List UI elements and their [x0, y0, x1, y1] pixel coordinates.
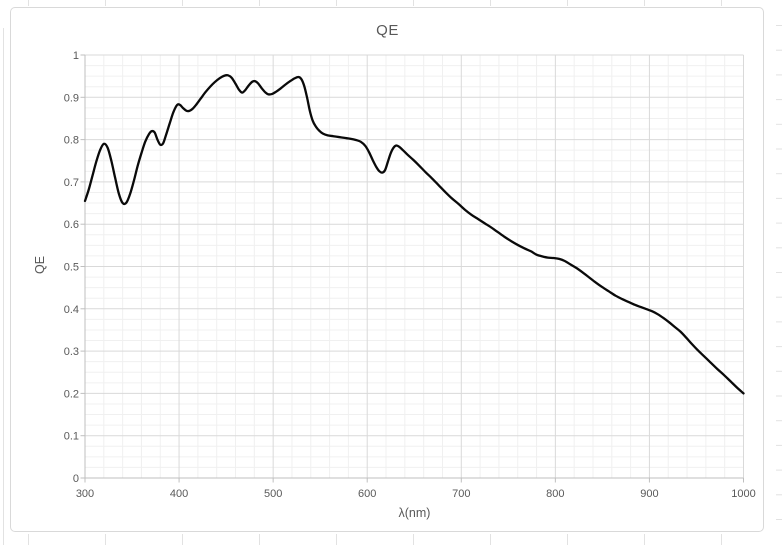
qe-series-line [83, 73, 745, 395]
x-tick-label: 500 [264, 488, 282, 500]
x-tick-label: 400 [170, 488, 188, 500]
x-tick-label: 300 [76, 488, 94, 500]
x-tick-label: 800 [546, 488, 564, 500]
y-tick-label: 0.4 [64, 304, 79, 316]
y-tick-label: 0.9 [64, 92, 79, 104]
chart-title: QE [376, 22, 399, 39]
x-tick-label: 900 [640, 488, 658, 500]
y-tick-label: 0.3 [64, 346, 79, 358]
y-tick-label: 0.5 [64, 262, 79, 274]
y-tick-label: 0.2 [64, 388, 79, 400]
chart-object[interactable] [10, 7, 764, 532]
x-tick-label: 700 [452, 488, 470, 500]
y-tick-label: 0.8 [64, 135, 79, 147]
y-tick-label: 0.6 [64, 219, 79, 231]
x-tick-label: 1000 [731, 488, 755, 500]
x-tick-label: 600 [358, 488, 376, 500]
y-tick-label: 0.1 [64, 431, 79, 443]
y-tick-label: 0 [73, 473, 79, 485]
y-tick-label: 1 [73, 50, 79, 62]
y-tick-label: 0.7 [64, 177, 79, 189]
y-axis-title: QE [33, 255, 47, 275]
x-axis-title: λ(nm) [398, 506, 431, 520]
